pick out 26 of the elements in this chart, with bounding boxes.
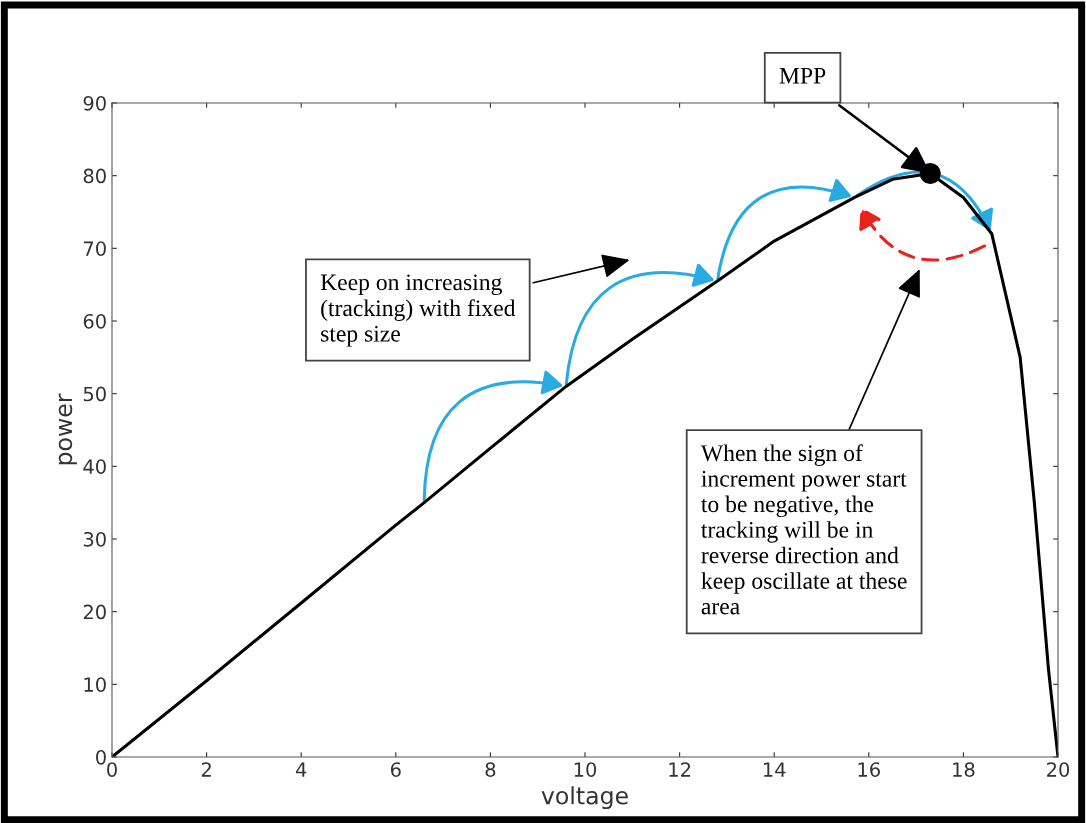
annotation: MPP (779, 67, 826, 84)
y-tick-label: 10 (84, 677, 106, 692)
y-tick-label: 60 (83, 313, 106, 329)
y-tick-label: 50 (83, 386, 106, 402)
x-tick-label: 8 (485, 762, 496, 777)
x-tick-label: 20 (1047, 762, 1070, 777)
x-tick-label: 18 (953, 762, 975, 777)
x-tick-label: 0 (107, 762, 117, 777)
x-tick-label: 2 (201, 762, 211, 777)
y-tick-label: 70 (83, 241, 106, 256)
x-tick-label: 10 (574, 762, 597, 777)
y-tick-label: 40 (83, 459, 106, 474)
x-tick-label: 12 (669, 762, 691, 777)
annotation: Keep on increasing (tracking) with fixed step size (320, 274, 516, 347)
x-tick-label: 16 (858, 762, 880, 777)
y-tick-label: 20 (83, 604, 106, 620)
x-axis-title: voltage (541, 786, 628, 810)
annotation: When the sign of increment power start to be negative, the tracking will be in reverse direction and keep oscillate at these area (700, 444, 907, 615)
y-tick-label: 30 (83, 531, 106, 547)
y-tick-label: 90 (83, 95, 106, 111)
y-axis-title: power (58, 393, 77, 465)
y-tick-label: 0 (96, 749, 106, 765)
x-tick-label: 14 (763, 762, 786, 777)
x-tick-label: 6 (390, 762, 401, 777)
x-tick-label: 4 (295, 762, 307, 777)
y-tick-label: 80 (83, 168, 106, 184)
